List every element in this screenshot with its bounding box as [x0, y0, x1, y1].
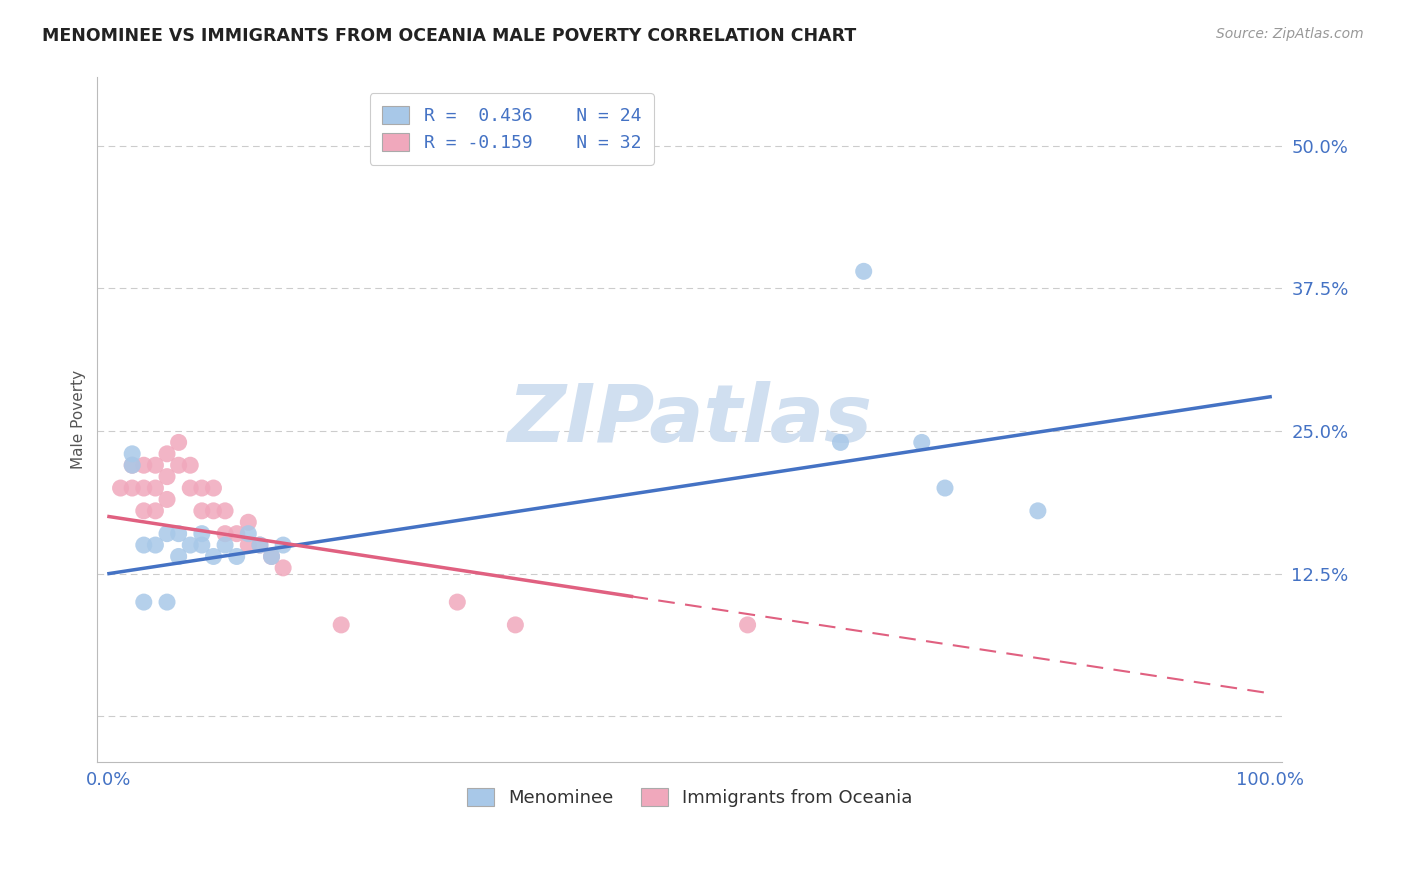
Point — [132, 595, 155, 609]
Point — [911, 435, 934, 450]
Point — [132, 481, 155, 495]
Point — [191, 504, 214, 518]
Point — [167, 435, 190, 450]
Point — [156, 447, 179, 461]
Point — [238, 515, 260, 529]
Point — [446, 595, 468, 609]
Point — [214, 538, 236, 552]
Point — [1026, 504, 1049, 518]
Point — [191, 526, 214, 541]
Point — [202, 504, 225, 518]
Point — [156, 492, 179, 507]
Point — [132, 504, 155, 518]
Legend: Menominee, Immigrants from Oceania: Menominee, Immigrants from Oceania — [460, 780, 920, 814]
Point — [225, 549, 247, 564]
Point — [110, 481, 132, 495]
Point — [260, 549, 283, 564]
Point — [121, 447, 143, 461]
Point — [191, 538, 214, 552]
Point — [121, 481, 143, 495]
Text: ZIPatlas: ZIPatlas — [508, 381, 872, 458]
Point — [202, 549, 225, 564]
Point — [225, 526, 247, 541]
Point — [214, 504, 236, 518]
Point — [330, 618, 353, 632]
Point — [121, 458, 143, 473]
Y-axis label: Male Poverty: Male Poverty — [72, 370, 86, 469]
Point — [271, 561, 294, 575]
Point — [121, 458, 143, 473]
Point — [156, 595, 179, 609]
Point — [132, 458, 155, 473]
Point — [271, 538, 294, 552]
Point — [737, 618, 759, 632]
Point — [202, 481, 225, 495]
Point — [156, 469, 179, 483]
Text: Source: ZipAtlas.com: Source: ZipAtlas.com — [1216, 27, 1364, 41]
Point — [179, 481, 201, 495]
Point — [830, 435, 852, 450]
Point — [167, 526, 190, 541]
Point — [238, 526, 260, 541]
Point — [852, 264, 875, 278]
Point — [191, 481, 214, 495]
Point — [145, 481, 167, 495]
Point — [179, 538, 201, 552]
Point — [505, 618, 527, 632]
Point — [260, 549, 283, 564]
Point — [249, 538, 271, 552]
Point — [145, 458, 167, 473]
Point — [934, 481, 956, 495]
Text: MENOMINEE VS IMMIGRANTS FROM OCEANIA MALE POVERTY CORRELATION CHART: MENOMINEE VS IMMIGRANTS FROM OCEANIA MAL… — [42, 27, 856, 45]
Point — [145, 538, 167, 552]
Point — [238, 538, 260, 552]
Point — [167, 458, 190, 473]
Point — [132, 538, 155, 552]
Point — [179, 458, 201, 473]
Point — [167, 549, 190, 564]
Point — [145, 504, 167, 518]
Point — [249, 538, 271, 552]
Point — [156, 526, 179, 541]
Point — [214, 526, 236, 541]
